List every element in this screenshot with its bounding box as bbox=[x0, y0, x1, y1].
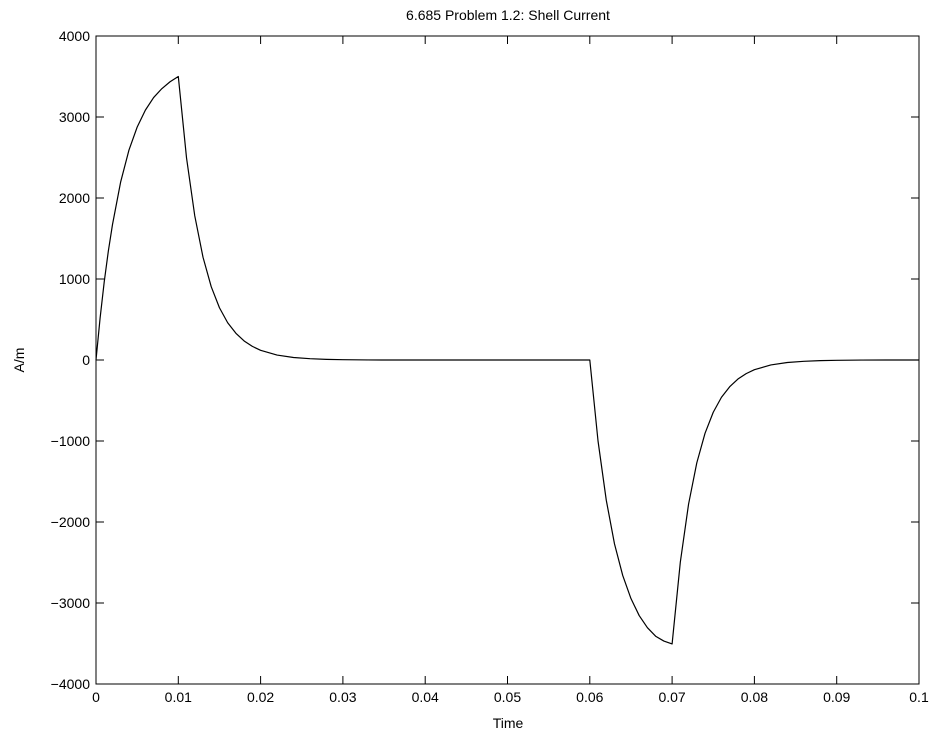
series-line bbox=[95, 75, 919, 645]
x-axis-label: Time bbox=[493, 715, 524, 731]
x-tick-label: 0.06 bbox=[576, 689, 603, 705]
x-tick-label: 0.09 bbox=[823, 689, 850, 705]
y-tick-label: 4000 bbox=[59, 28, 90, 44]
y-axis-label: A/m bbox=[11, 348, 27, 373]
x-tick-label: 0.07 bbox=[658, 689, 685, 705]
x-tick-label: 0.03 bbox=[329, 689, 356, 705]
x-tick-label: 0.04 bbox=[412, 689, 439, 705]
y-tick-label: 1000 bbox=[59, 271, 90, 287]
x-tick-label: 0.01 bbox=[165, 689, 192, 705]
chart-title: 6.685 Problem 1.2: Shell Current bbox=[406, 7, 610, 23]
x-tick-label: 0 bbox=[92, 689, 100, 705]
x-tick-label: 0.02 bbox=[247, 689, 274, 705]
y-tick-label: −3000 bbox=[51, 595, 91, 611]
data-series-group bbox=[95, 75, 919, 645]
x-tick-label: 0.05 bbox=[494, 689, 521, 705]
y-axis-ticks: −4000 −3000 −2000 −1000 0 1000 2000 3000 4000 bbox=[51, 28, 919, 692]
x-axis-ticks: 0 0.01 0.02 0.03 0.04 0.05 0.06 0.07 0.08 0.09 0.1 bbox=[92, 36, 929, 705]
y-tick-label: −1000 bbox=[51, 433, 91, 449]
x-tick-label: 0.08 bbox=[741, 689, 768, 705]
x-tick-label: 0.1 bbox=[909, 689, 929, 705]
y-tick-label: −2000 bbox=[51, 514, 91, 530]
y-tick-label: 3000 bbox=[59, 109, 90, 125]
y-tick-label: 2000 bbox=[59, 190, 90, 206]
plot-area: 0 0.01 0.02 0.03 0.04 0.05 0.06 0.07 0.08 0.09 0.1… bbox=[51, 28, 929, 705]
y-tick-label: −4000 bbox=[51, 676, 91, 692]
y-tick-label: 0 bbox=[82, 352, 90, 368]
